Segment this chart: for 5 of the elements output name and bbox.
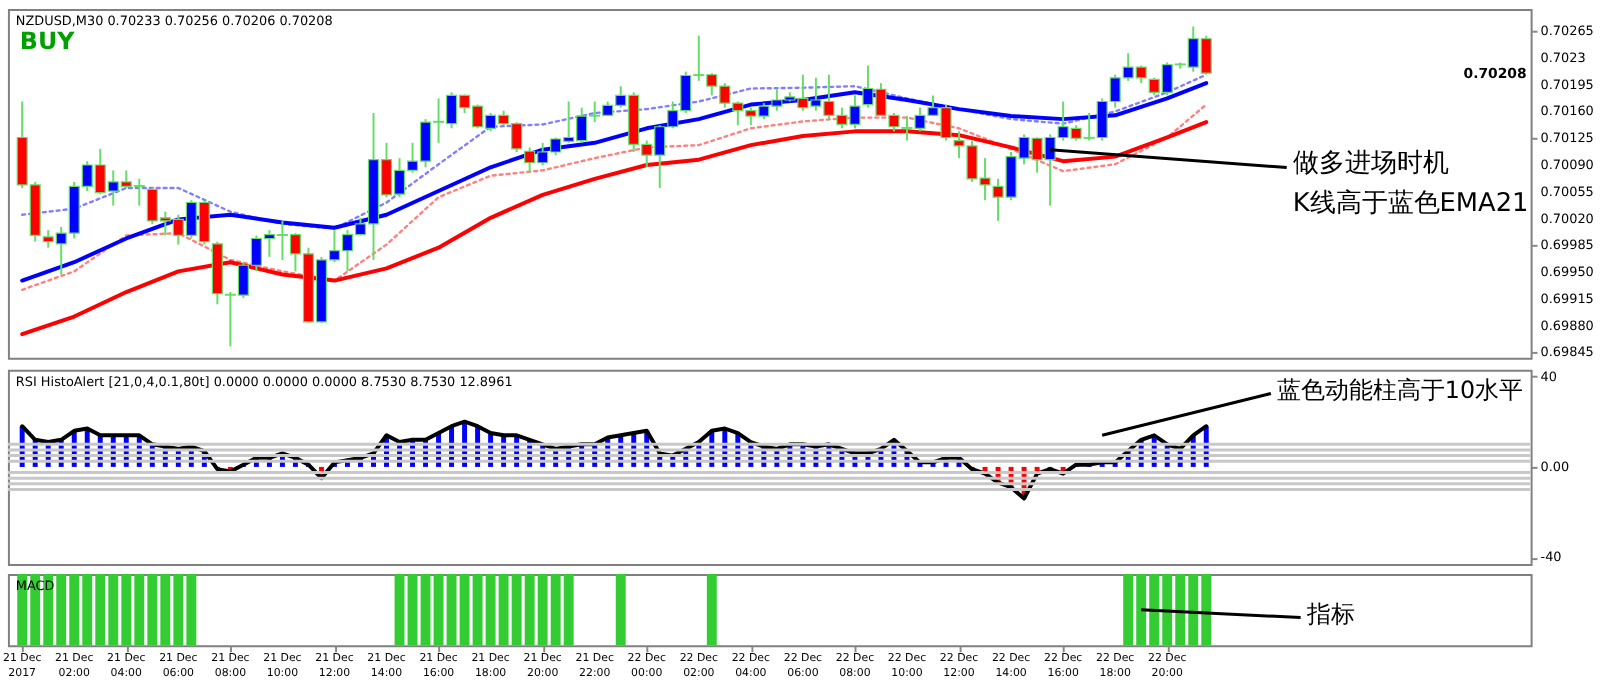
- annotation: 蓝色动能柱高于10水平: [1276, 375, 1524, 404]
- annotation: 做多进场时机: [1292, 149, 1449, 180]
- annotation: 指标: [1304, 599, 1355, 628]
- annotation: K线高于蓝色EMA21: [1292, 187, 1529, 220]
- annotation: BUY: [19, 26, 76, 55]
